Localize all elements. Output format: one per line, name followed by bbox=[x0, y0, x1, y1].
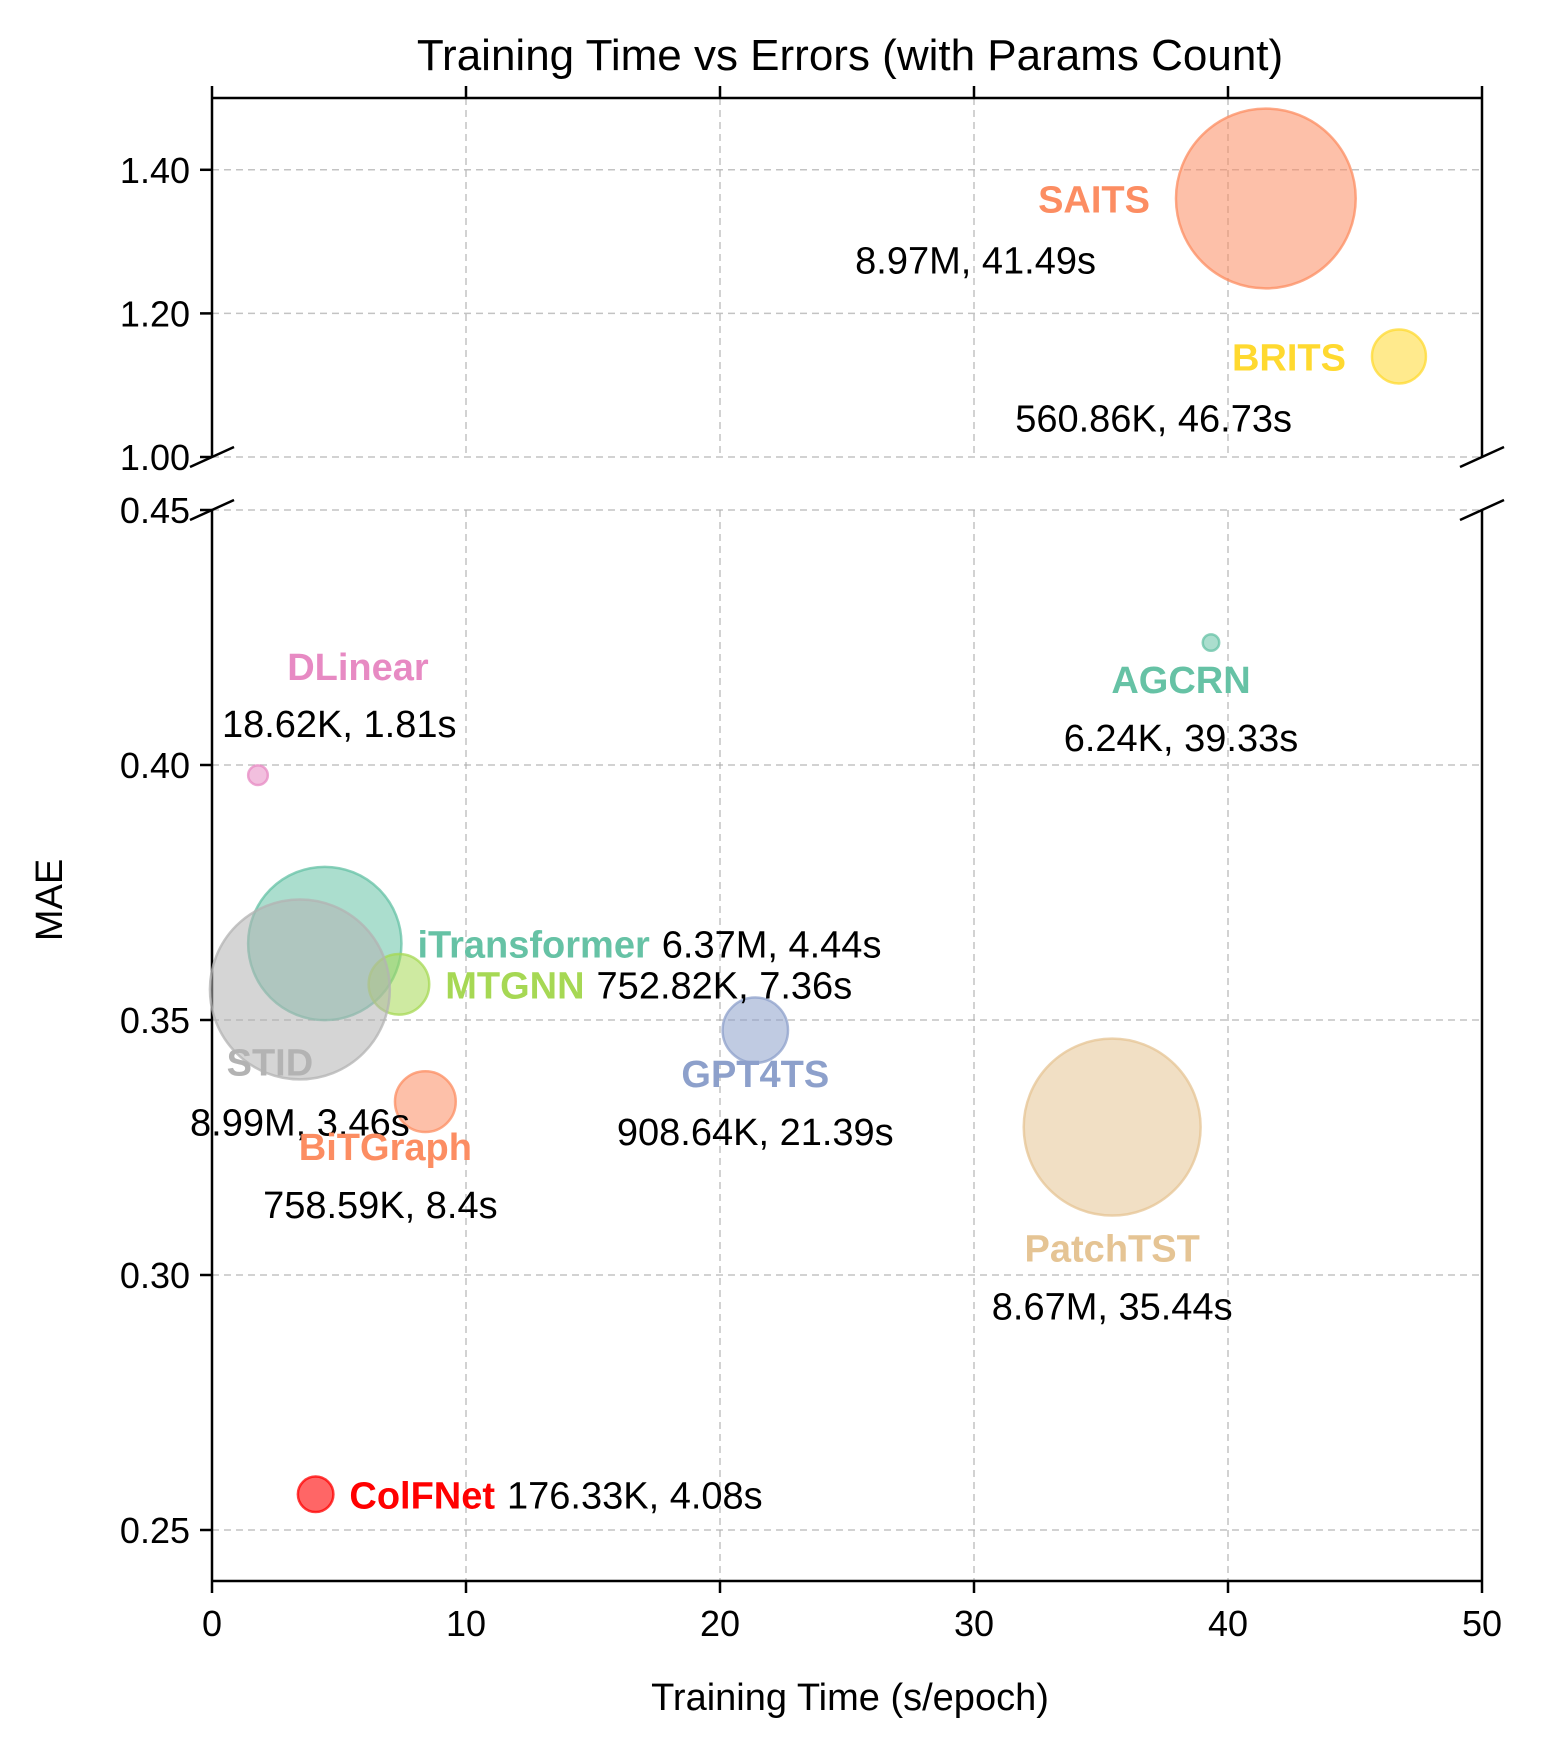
y-tick-label-lower: 0.30 bbox=[120, 1255, 190, 1296]
x-tick-label: 10 bbox=[446, 1603, 486, 1644]
grid-layer bbox=[211, 98, 1483, 1581]
label-itransformer: iTransformer 6.37M, 4.44s bbox=[417, 925, 881, 967]
label-stats-dlinear: 18.62K, 1.81s bbox=[222, 704, 457, 746]
label-name-itransformer: iTransformer bbox=[417, 925, 650, 967]
label-stats-bitgraph: 758.59K, 8.4s bbox=[263, 1185, 498, 1227]
y-tick-label-lower: 0.35 bbox=[120, 1000, 190, 1041]
label-name-gpt4ts: GPT4TS bbox=[681, 1054, 829, 1096]
label-colfnet: ColFNet 176.33K, 4.08s bbox=[349, 1475, 762, 1517]
label-stats-brits: 560.86K, 46.73s bbox=[1015, 398, 1292, 440]
label-stats-gpt4ts: 908.64K, 21.39s bbox=[617, 1112, 894, 1154]
bubble-colfnet bbox=[296, 1475, 335, 1514]
label-name-patchtst: PatchTST bbox=[1025, 1229, 1200, 1271]
y-tick-label-lower: 0.40 bbox=[120, 745, 190, 786]
label-name-mtgnn: MTGNN bbox=[445, 965, 584, 1007]
axis-break-mark bbox=[1459, 498, 1505, 522]
y-tick-label-upper: 1.40 bbox=[120, 150, 190, 191]
bubble-layer bbox=[208, 107, 1428, 1514]
label-name-colfnet: ColFNet bbox=[349, 1475, 495, 1517]
x-tick-label: 20 bbox=[700, 1603, 740, 1644]
axis-break-mark bbox=[189, 445, 235, 469]
x-tick-label: 0 bbox=[202, 1603, 222, 1644]
label-stats-agcrn: 6.24K, 39.33s bbox=[1064, 718, 1299, 760]
label-stats-mtgnn: 752.82K, 7.36s bbox=[597, 965, 853, 1007]
y-axis-label: MAE bbox=[29, 859, 71, 941]
bubble-stid bbox=[208, 898, 392, 1081]
axis-break-mark bbox=[1459, 445, 1505, 469]
x-tick-label: 40 bbox=[1208, 1603, 1248, 1644]
label-stats-stid: 8.99M, 3.46s bbox=[190, 1102, 410, 1144]
chart-title: Training Time vs Errors (with Params Cou… bbox=[417, 31, 1283, 80]
label-mtgnn: MTGNN 752.82K, 7.36s bbox=[445, 965, 852, 1007]
label-name-saits: SAITS bbox=[1038, 180, 1150, 222]
x-tick-label: 50 bbox=[1462, 1603, 1502, 1644]
label-name-stid: STID bbox=[227, 1042, 314, 1084]
bubble-dlinear bbox=[246, 764, 270, 787]
bubble-agcrn bbox=[1201, 633, 1221, 653]
label-name-bitgraph: BiTGraph bbox=[299, 1127, 472, 1169]
bubble-gpt4ts bbox=[721, 996, 790, 1065]
axis-break-mark bbox=[189, 498, 235, 522]
label-stats-colfnet: 176.33K, 4.08s bbox=[507, 1475, 763, 1517]
bubble-patchtst bbox=[1022, 1037, 1202, 1217]
y-tick-label-upper: 1.00 bbox=[120, 437, 190, 478]
bubble-bitgraph bbox=[393, 1069, 457, 1134]
label-layer: SAITS 8.97M, 41.49s BRITS 560.86K, 46.73s AG… bbox=[190, 180, 1346, 1518]
label-stats-itransformer: 6.37M, 4.44s bbox=[662, 925, 882, 967]
y-tick-label-lower: 0.25 bbox=[120, 1510, 190, 1551]
label-name-agcrn: AGCRN bbox=[1111, 660, 1250, 702]
y-tick-label-upper: 1.20 bbox=[120, 293, 190, 334]
bubble-brits bbox=[1370, 328, 1428, 385]
axes-layer: 0 10 20 30 40 50 1.00 1.20 1.40 0.25 0.30 0.35 0.40 0… bbox=[120, 86, 1505, 1644]
x-tick-label: 30 bbox=[954, 1603, 994, 1644]
y-tick-label-lower: 0.45 bbox=[120, 490, 190, 531]
label-stats-saits: 8.97M, 41.49s bbox=[855, 241, 1096, 283]
bubble-saits bbox=[1174, 107, 1357, 290]
label-name-dlinear: DLinear bbox=[287, 647, 429, 689]
label-name-brits: BRITS bbox=[1232, 337, 1346, 379]
label-stats-patchtst: 8.67M, 35.44s bbox=[992, 1287, 1233, 1329]
x-axis-label: Training Time (s/epoch) bbox=[651, 1677, 1049, 1719]
